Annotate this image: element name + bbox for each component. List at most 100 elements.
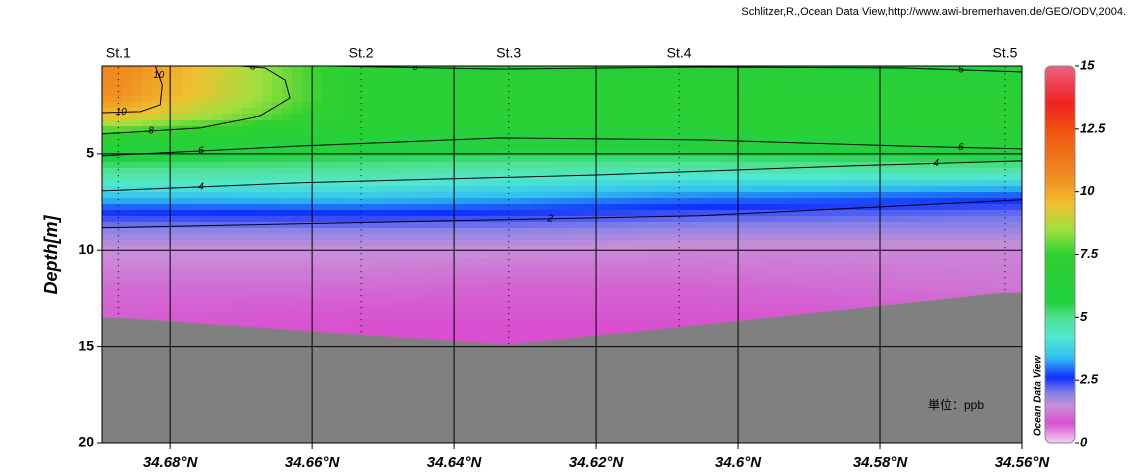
field-cell xyxy=(852,120,863,127)
field-cell xyxy=(312,312,323,319)
field-cell xyxy=(392,144,403,151)
field-cell xyxy=(352,168,363,175)
field-cell xyxy=(112,108,123,115)
field-cell xyxy=(612,252,623,259)
field-cell xyxy=(232,228,243,235)
field-cell xyxy=(1012,150,1022,157)
field-cell xyxy=(292,144,303,151)
field-cell xyxy=(402,96,413,103)
field-cell xyxy=(482,276,493,283)
field-cell xyxy=(212,192,223,199)
field-cell xyxy=(582,114,593,121)
field-cell xyxy=(422,132,433,139)
field-cell xyxy=(152,90,163,97)
field-cell xyxy=(952,72,963,79)
field-cell xyxy=(882,120,893,127)
field-cell xyxy=(902,186,913,193)
field-cell xyxy=(142,222,153,229)
field-cell xyxy=(352,162,363,169)
field-cell xyxy=(482,186,493,193)
field-cell xyxy=(202,192,213,199)
field-cell xyxy=(502,168,513,175)
field-cell xyxy=(232,144,243,151)
field-cell xyxy=(532,102,543,109)
field-cell xyxy=(382,138,393,145)
field-cell xyxy=(122,246,133,253)
field-cell xyxy=(852,228,863,235)
field-cell xyxy=(762,294,773,301)
field-cell xyxy=(362,198,373,205)
field-cell xyxy=(932,258,943,265)
field-cell xyxy=(612,282,623,289)
field-cell xyxy=(152,198,163,205)
field-cell xyxy=(682,120,693,127)
field-cell xyxy=(672,114,683,121)
field-cell xyxy=(252,282,263,289)
field-cell xyxy=(612,186,623,193)
field-cell xyxy=(722,210,733,217)
field-cell xyxy=(732,306,743,313)
field-cell xyxy=(172,168,183,175)
field-cell xyxy=(522,222,533,229)
field-cell xyxy=(452,288,463,295)
field-cell xyxy=(672,84,683,91)
field-cell xyxy=(492,294,503,301)
field-cell xyxy=(802,96,813,103)
field-cell xyxy=(482,324,493,331)
field-cell xyxy=(492,84,503,91)
field-cell xyxy=(832,306,843,313)
field-cell xyxy=(272,276,283,283)
field-cell xyxy=(362,186,373,193)
field-cell xyxy=(882,174,893,181)
field-cell xyxy=(732,156,743,163)
field-cell xyxy=(142,96,153,103)
field-cell xyxy=(572,90,583,97)
field-cell xyxy=(142,180,153,187)
y-tick-label: 20 xyxy=(78,434,94,450)
field-cell xyxy=(432,288,443,295)
field-cell xyxy=(632,300,643,307)
field-cell xyxy=(932,78,943,85)
field-cell xyxy=(732,216,743,223)
field-cell xyxy=(802,78,813,85)
field-cell xyxy=(722,162,733,169)
field-cell xyxy=(182,96,193,103)
field-cell xyxy=(742,246,753,253)
field-cell xyxy=(892,144,903,151)
field-cell xyxy=(462,186,473,193)
field-cell xyxy=(932,168,943,175)
field-cell xyxy=(452,150,463,157)
field-cell xyxy=(712,156,723,163)
field-cell xyxy=(772,84,783,91)
field-cell xyxy=(742,168,753,175)
field-cell xyxy=(422,192,433,199)
field-cell xyxy=(972,132,983,139)
field-cell xyxy=(432,234,443,241)
field-cell xyxy=(232,72,243,79)
field-cell xyxy=(862,168,873,175)
field-cell xyxy=(322,156,333,163)
field-cell xyxy=(552,84,563,91)
field-cell xyxy=(892,102,903,109)
field-cell xyxy=(202,312,213,319)
field-cell xyxy=(282,288,293,295)
field-cell xyxy=(262,192,273,199)
field-cell xyxy=(962,132,973,139)
field-cell xyxy=(282,294,293,301)
contour-label: 4 xyxy=(198,181,204,192)
field-cell xyxy=(1012,138,1022,145)
field-cell xyxy=(222,108,233,115)
field-cell xyxy=(922,204,933,211)
field-cell xyxy=(522,324,533,331)
field-cell xyxy=(792,276,803,283)
field-cell xyxy=(992,66,1003,73)
field-cell xyxy=(622,306,633,313)
field-cell xyxy=(982,264,993,271)
field-cell xyxy=(542,132,553,139)
field-cell xyxy=(422,210,433,217)
field-cell xyxy=(322,318,333,325)
field-cell xyxy=(552,192,563,199)
field-cell xyxy=(272,114,283,121)
field-cell xyxy=(482,120,493,127)
field-cell xyxy=(452,228,463,235)
